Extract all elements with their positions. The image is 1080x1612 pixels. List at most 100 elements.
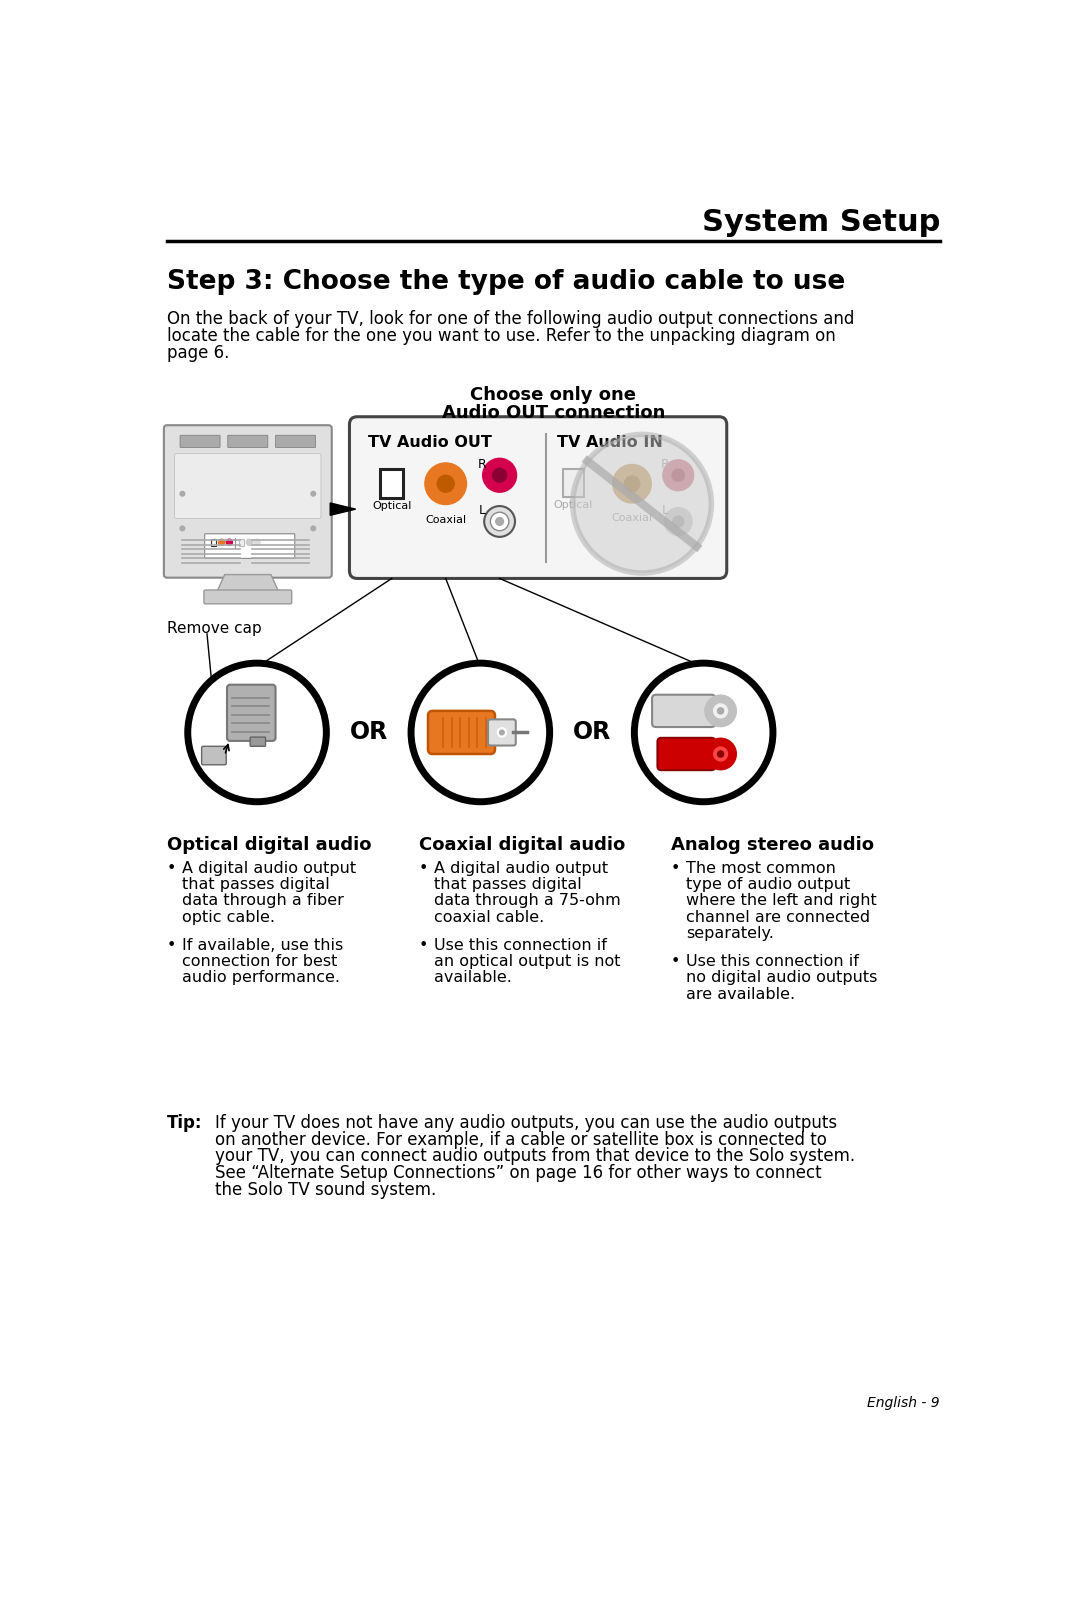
Circle shape — [612, 464, 651, 503]
Text: If available, use this: If available, use this — [183, 938, 343, 953]
Text: connection for best: connection for best — [183, 954, 338, 969]
Circle shape — [672, 469, 685, 482]
Text: English - 9: English - 9 — [867, 1396, 940, 1410]
Text: R: R — [477, 458, 486, 471]
Text: •: • — [419, 938, 428, 953]
Text: optic cable.: optic cable. — [183, 909, 275, 925]
FancyBboxPatch shape — [428, 711, 495, 754]
Circle shape — [490, 513, 509, 530]
Text: •: • — [671, 861, 680, 875]
Circle shape — [188, 663, 326, 801]
Text: are available.: are available. — [686, 987, 795, 1001]
Text: R: R — [661, 458, 670, 471]
Text: your TV, you can connect audio outputs from that device to the Solo system.: your TV, you can connect audio outputs f… — [215, 1148, 855, 1165]
Text: •: • — [671, 954, 680, 969]
Circle shape — [496, 517, 503, 526]
Text: A digital audio output: A digital audio output — [434, 861, 608, 875]
FancyBboxPatch shape — [204, 590, 292, 604]
Text: separately.: separately. — [686, 925, 773, 941]
Text: the Solo TV sound system.: the Solo TV sound system. — [215, 1182, 436, 1199]
Circle shape — [254, 538, 260, 545]
FancyBboxPatch shape — [251, 737, 266, 746]
Text: L: L — [662, 505, 669, 517]
Text: channel are connected: channel are connected — [686, 909, 870, 925]
Text: Use this connection if: Use this connection if — [686, 954, 859, 969]
Text: that passes digital: that passes digital — [183, 877, 330, 891]
Text: audio performance.: audio performance. — [183, 970, 340, 985]
Circle shape — [484, 506, 515, 537]
Text: •: • — [167, 938, 176, 953]
Circle shape — [673, 516, 684, 527]
Text: A digital audio output: A digital audio output — [183, 861, 356, 875]
Text: on another device. For example, if a cable or satellite box is connected to: on another device. For example, if a cab… — [215, 1130, 826, 1148]
Text: data through a fiber: data through a fiber — [183, 893, 345, 909]
Circle shape — [572, 435, 712, 572]
Circle shape — [717, 751, 724, 758]
Text: OR: OR — [350, 721, 388, 745]
Text: coaxial cable.: coaxial cable. — [434, 909, 544, 925]
FancyBboxPatch shape — [175, 453, 321, 519]
Text: page 6.: page 6. — [167, 345, 229, 363]
FancyBboxPatch shape — [275, 435, 315, 448]
FancyBboxPatch shape — [164, 426, 332, 577]
Text: OR: OR — [572, 721, 611, 745]
Circle shape — [311, 492, 315, 496]
FancyBboxPatch shape — [227, 685, 275, 742]
Circle shape — [705, 738, 735, 769]
FancyBboxPatch shape — [211, 538, 216, 546]
Text: Step 3: Choose the type of audio cable to use: Step 3: Choose the type of audio cable t… — [167, 269, 846, 295]
Circle shape — [411, 663, 550, 801]
Circle shape — [424, 463, 467, 505]
Text: Coaxial: Coaxial — [611, 513, 652, 522]
FancyBboxPatch shape — [652, 695, 715, 727]
Polygon shape — [330, 503, 355, 516]
Circle shape — [437, 476, 455, 492]
Text: Use this connection if: Use this connection if — [434, 938, 607, 953]
Text: no digital audio outputs: no digital audio outputs — [686, 970, 877, 985]
Text: On the back of your TV, look for one of the following audio output connections a: On the back of your TV, look for one of … — [167, 311, 854, 329]
Text: TV Audio OUT: TV Audio OUT — [368, 435, 491, 450]
FancyBboxPatch shape — [202, 746, 226, 764]
Text: Optical: Optical — [554, 500, 593, 509]
Text: that passes digital: that passes digital — [434, 877, 582, 891]
Text: •: • — [167, 861, 176, 875]
Text: available.: available. — [434, 970, 512, 985]
Text: TV Audio IN: TV Audio IN — [556, 435, 662, 450]
Circle shape — [634, 663, 773, 801]
Text: Choose only one: Choose only one — [471, 385, 636, 405]
Text: •: • — [419, 861, 428, 875]
Text: Remove cap: Remove cap — [167, 621, 261, 635]
Circle shape — [714, 704, 728, 717]
Circle shape — [663, 459, 693, 490]
FancyBboxPatch shape — [205, 534, 295, 558]
Text: The most common: The most common — [686, 861, 836, 875]
Circle shape — [180, 492, 185, 496]
Circle shape — [483, 458, 516, 492]
Text: where the left and right: where the left and right — [686, 893, 877, 909]
Text: System Setup: System Setup — [702, 208, 940, 237]
Circle shape — [218, 538, 225, 545]
Text: Optical: Optical — [373, 501, 411, 511]
Circle shape — [492, 469, 507, 482]
Text: See “Alternate Setup Connections” on page 16 for other ways to connect: See “Alternate Setup Connections” on pag… — [215, 1164, 821, 1183]
Circle shape — [664, 508, 692, 535]
Text: Audio OUT connection: Audio OUT connection — [442, 405, 665, 422]
Circle shape — [624, 476, 639, 492]
Circle shape — [246, 538, 253, 545]
FancyBboxPatch shape — [228, 435, 268, 448]
Circle shape — [500, 730, 504, 735]
FancyBboxPatch shape — [488, 719, 516, 745]
Text: Tip:: Tip: — [167, 1114, 202, 1132]
Text: type of audio output: type of audio output — [686, 877, 850, 891]
FancyBboxPatch shape — [180, 435, 220, 448]
FancyBboxPatch shape — [563, 469, 584, 496]
Text: If your TV does not have any audio outputs, you can use the audio outputs: If your TV does not have any audio outpu… — [215, 1114, 837, 1132]
FancyBboxPatch shape — [658, 738, 715, 771]
Polygon shape — [217, 574, 279, 592]
Text: Optical digital audio: Optical digital audio — [167, 837, 372, 854]
Text: L: L — [478, 505, 485, 517]
Text: an optical output is not: an optical output is not — [434, 954, 621, 969]
Circle shape — [497, 729, 507, 737]
Text: Coaxial: Coaxial — [426, 514, 467, 524]
Circle shape — [180, 526, 185, 530]
